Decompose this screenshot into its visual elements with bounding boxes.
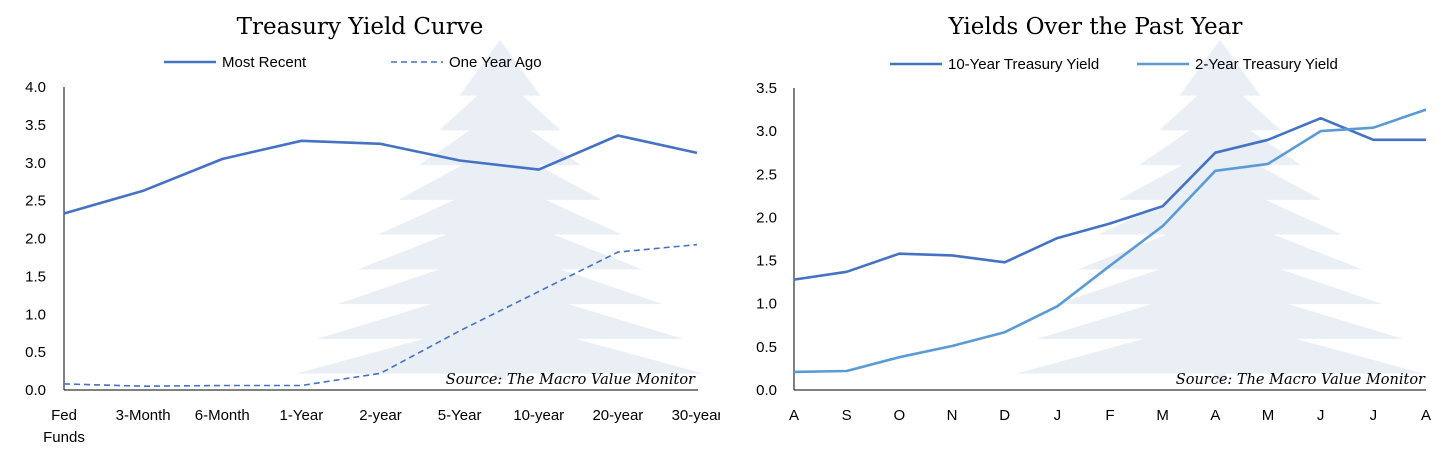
tree-watermark xyxy=(1016,40,1424,380)
legend-label: Most Recent xyxy=(222,54,307,71)
x-tick-label: 20-year xyxy=(592,407,643,424)
x-tick-label: 1-Year xyxy=(280,407,324,424)
x-tick-label: A xyxy=(1421,407,1431,424)
x-tick-label: A xyxy=(789,407,799,424)
y-tick-label: 2.5 xyxy=(756,166,777,183)
tree-watermark-layer xyxy=(1016,318,1424,374)
tree-watermark xyxy=(296,40,704,380)
chart-plot: 0.0 0.5 1.0 1.5 2.0 2.5 3.0 3.5 A S O N D J F M A M J J A 10-… xyxy=(756,40,1431,424)
tree-watermark-trunk xyxy=(494,346,506,380)
y-tick-label: 0.0 xyxy=(25,382,46,399)
treasury-yield-curve-chart: Treasury Yield Curve 0.0 0.5 1.0 1.5 2.0 2.5 3… xyxy=(0,0,720,451)
y-tick-label: 0.0 xyxy=(756,382,777,399)
series-line xyxy=(63,243,698,388)
y-tick-label: 3.0 xyxy=(25,155,46,172)
x-tick-label: 3-Month xyxy=(116,407,171,424)
tree-watermark-layer xyxy=(418,109,582,166)
tree-watermark-layer xyxy=(378,179,622,235)
yields-over-past-year-chart: Yields Over the Past Year 0.0 0.5 1.0 1.5 2.… xyxy=(720,0,1451,451)
tree-watermark-layer xyxy=(1138,109,1302,166)
y-tick-label: 2.0 xyxy=(25,231,46,248)
x-tick-label: S xyxy=(842,407,852,424)
legend-label: 2-Year Treasury Yield xyxy=(1195,56,1338,73)
tree-watermark-layer xyxy=(296,318,704,374)
tree-watermark-layer xyxy=(337,248,663,305)
x-tick-label: J xyxy=(1317,407,1325,424)
tree-watermark-layer xyxy=(1036,283,1404,339)
tree-watermark-layer xyxy=(1179,40,1261,96)
x-tick-label: 5-Year xyxy=(438,407,482,424)
x-tick-label: 2-year xyxy=(359,407,402,424)
source-annotation: Source: The Macro Value Monitor xyxy=(1176,372,1426,388)
series-line xyxy=(793,108,1427,374)
x-tick-label: 30-year xyxy=(672,407,720,424)
legend-label: One Year Ago xyxy=(449,54,542,71)
series-line xyxy=(793,116,1426,281)
tree-watermark-layer xyxy=(1057,248,1383,305)
legend-label: 10-Year Treasury Yield xyxy=(948,56,1099,73)
tree-watermark-layer xyxy=(1077,213,1363,270)
tree-watermark-layer xyxy=(459,40,541,96)
y-tick-label: 1.0 xyxy=(25,306,46,323)
y-tick-label: 3.5 xyxy=(25,117,46,134)
y-tick-label: 3.0 xyxy=(756,123,777,140)
y-tick-label: 1.5 xyxy=(756,253,777,270)
x-tick-label: 10-year xyxy=(513,407,564,424)
tree-watermark-layer xyxy=(1098,179,1342,235)
chart-plot: 0.0 0.5 1.0 1.5 2.0 2.5 3.0 3.5 4.0 Fed Funds 3-Mon… xyxy=(25,40,720,446)
y-tick-label: 3.5 xyxy=(756,80,777,97)
y-tick-label: 2.0 xyxy=(756,209,777,226)
x-tick-label: Fed xyxy=(51,407,77,424)
x-tick-label: O xyxy=(893,407,905,424)
x-tick-label: M xyxy=(1262,407,1275,424)
x-tick-label: A xyxy=(1210,407,1220,424)
tree-watermark-layer xyxy=(1118,144,1322,200)
tree-watermark-layer xyxy=(1159,74,1281,131)
x-tick-label: J xyxy=(1370,407,1378,424)
y-tick-label: 1.0 xyxy=(756,296,777,313)
y-tick-label: 1.5 xyxy=(25,268,46,285)
x-tick-label: Funds xyxy=(43,429,85,446)
x-tick-label: D xyxy=(999,407,1010,424)
chart-title: Yields Over the Past Year xyxy=(948,14,1243,40)
tree-watermark-layer xyxy=(357,213,643,270)
y-tick-label: 0.5 xyxy=(756,339,777,356)
y-tick-label: 0.5 xyxy=(25,344,46,361)
tree-watermark-trunk xyxy=(1214,346,1226,380)
x-tick-label: M xyxy=(1156,407,1169,424)
x-tick-label: 6-Month xyxy=(195,407,250,424)
x-tick-label: J xyxy=(1054,407,1062,424)
tree-watermark-layer xyxy=(439,74,561,131)
x-tick-label: N xyxy=(947,407,958,424)
y-tick-label: 4.0 xyxy=(25,79,46,96)
y-tick-label: 2.5 xyxy=(25,193,46,210)
source-annotation: Source: The Macro Value Monitor xyxy=(446,372,696,388)
x-tick-label: F xyxy=(1105,407,1114,424)
tree-watermark-layer xyxy=(398,144,602,200)
chart-title: Treasury Yield Curve xyxy=(236,14,484,40)
series-line xyxy=(63,134,698,215)
